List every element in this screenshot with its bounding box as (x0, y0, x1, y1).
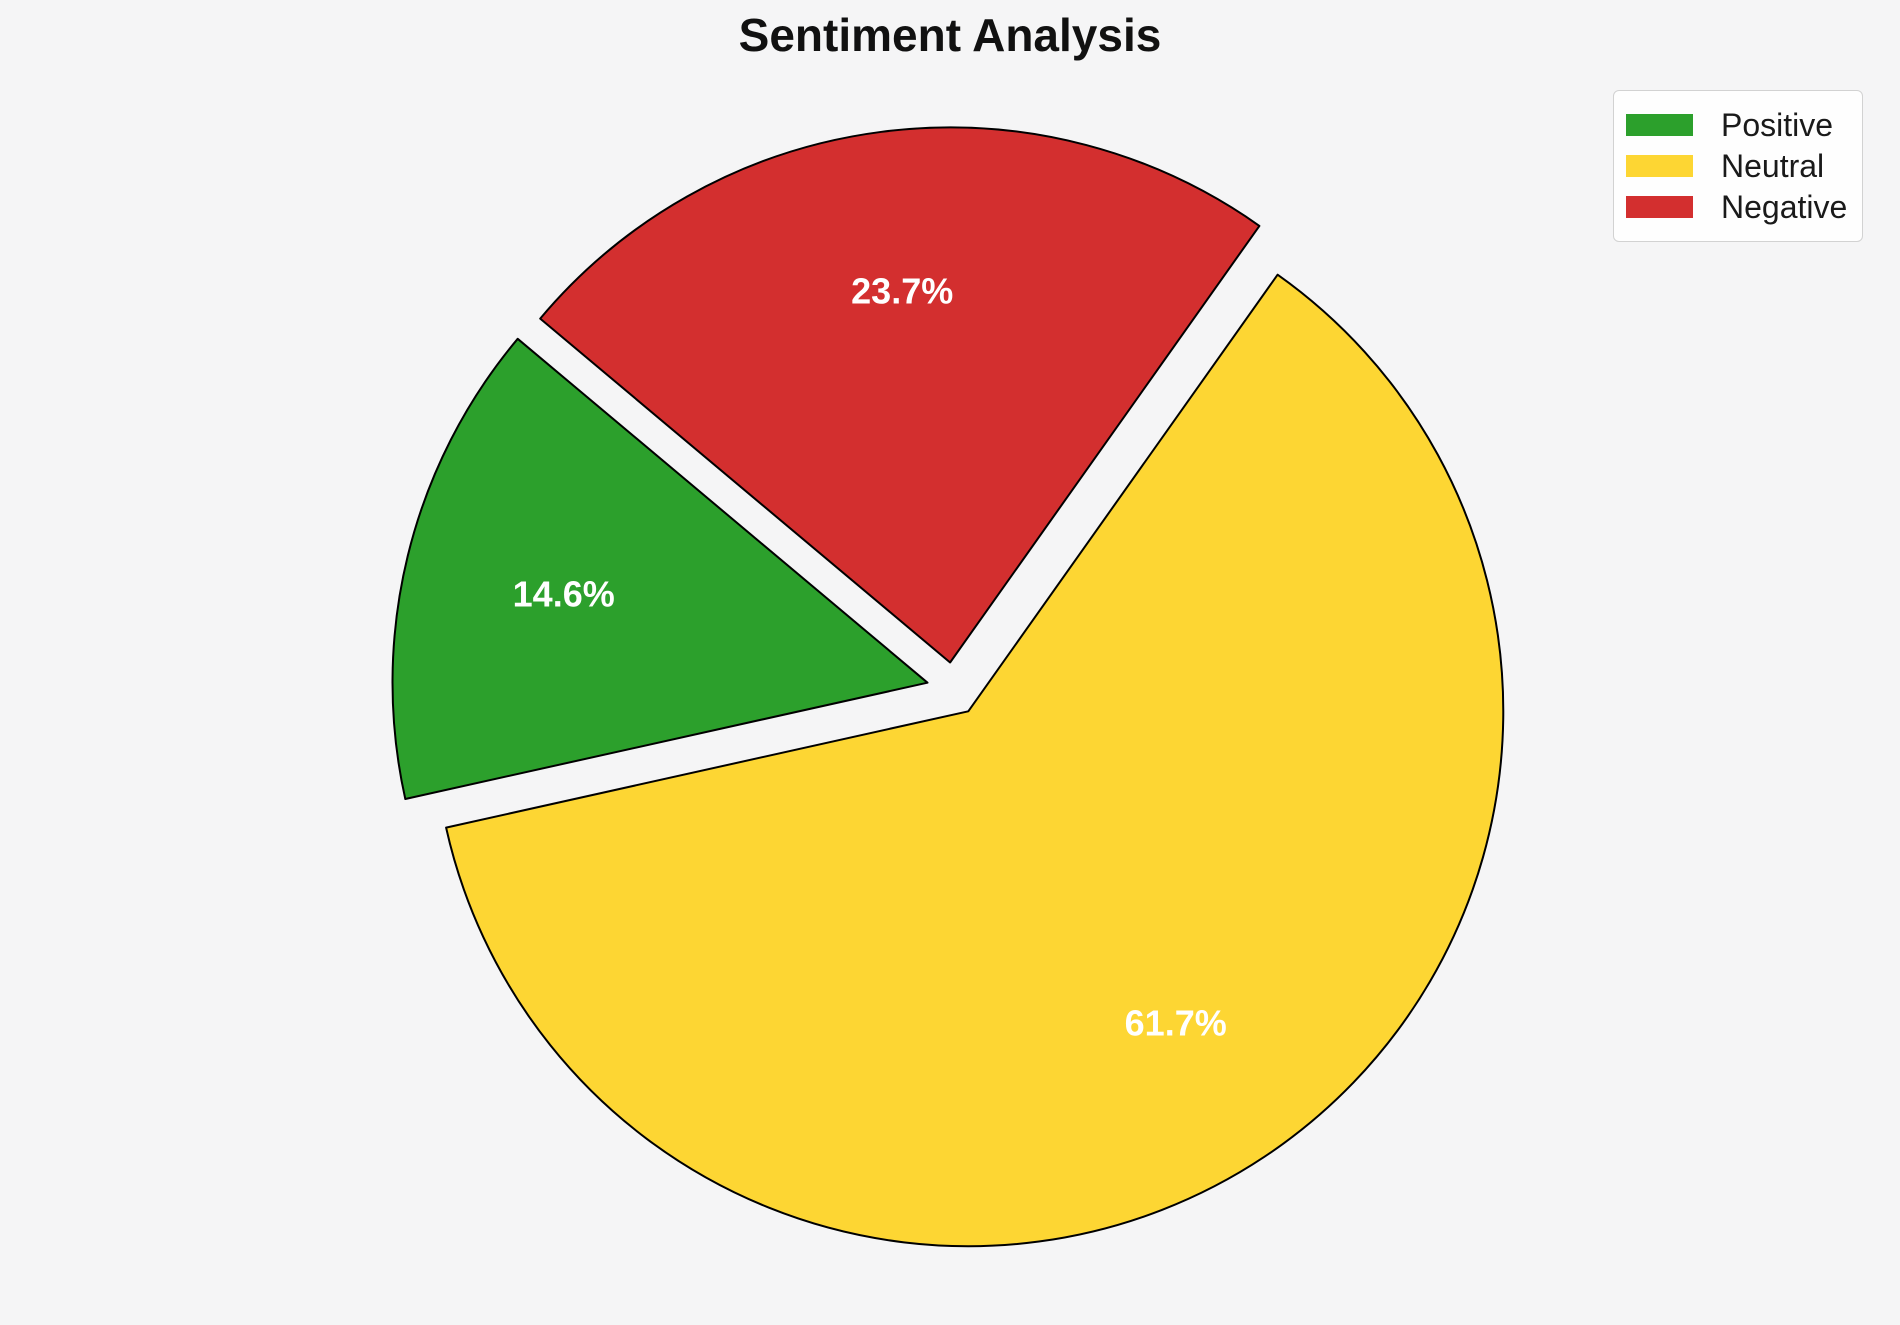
chart-title: Sentiment Analysis (738, 9, 1162, 61)
legend-label-positive: Positive (1721, 107, 1834, 143)
legend-swatch-negative (1626, 196, 1693, 218)
pie-slice-positive (391, 337, 929, 800)
legend: Positive Neutral Negative (1613, 90, 1863, 242)
pie-label-neutral: 61.7% (1125, 1003, 1227, 1044)
legend-item-positive: Positive (1626, 105, 1846, 145)
legend-item-negative: Negative (1626, 187, 1848, 227)
pie-slice-negative (539, 126, 1261, 664)
legend-label-negative: Negative (1721, 189, 1848, 225)
legend-swatch-positive (1626, 114, 1693, 136)
pie-label-negative: 23.7% (851, 271, 953, 312)
pie-label-positive: 14.6% (513, 573, 615, 614)
pie-slice-neutral (445, 273, 1505, 1248)
legend-item-neutral: Neutral (1626, 146, 1846, 186)
legend-label-neutral: Neutral (1721, 148, 1825, 184)
legend-swatch-neutral (1626, 155, 1693, 177)
